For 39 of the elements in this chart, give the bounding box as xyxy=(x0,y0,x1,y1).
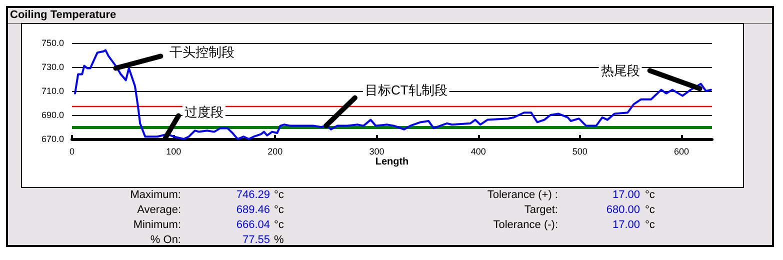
y-tick-label: 730.0 xyxy=(41,62,64,72)
text: °c xyxy=(645,188,655,203)
text: °c xyxy=(274,188,284,203)
x-tick-label: 300 xyxy=(369,146,384,156)
annotation: 过度段 xyxy=(184,104,224,120)
text: 666.04 xyxy=(236,218,270,233)
x-tick-label: 600 xyxy=(674,146,690,156)
text: Minimum: xyxy=(133,218,181,233)
text: Maximum: xyxy=(130,188,181,203)
text: °c xyxy=(274,203,284,218)
text: 17.00 xyxy=(612,188,640,203)
y-tick-label: 690.0 xyxy=(41,110,64,120)
text: % xyxy=(274,233,284,248)
x-tick-label: 100 xyxy=(166,146,182,156)
text: °c xyxy=(645,218,655,233)
x-tick-label: 400 xyxy=(470,146,486,156)
text: Tolerance (-): xyxy=(493,218,558,233)
text: 77.55 xyxy=(242,233,270,248)
x-tick-label: 500 xyxy=(572,146,588,156)
text: 680.00 xyxy=(606,203,640,218)
x-tick-label: 0 xyxy=(69,146,75,156)
text: Target: xyxy=(524,203,558,218)
y-tick-label: 670.0 xyxy=(41,134,64,144)
annotation: 目标CT轧制段 xyxy=(364,82,448,98)
text: % On: xyxy=(150,233,181,248)
text: 689.46 xyxy=(236,203,270,218)
text: Average: xyxy=(137,203,181,218)
annotation: 干头控制段 xyxy=(170,44,235,60)
text: °c xyxy=(274,218,284,233)
chart-title: Coiling Temperature xyxy=(10,8,116,23)
y-tick-label: 710.0 xyxy=(41,86,64,96)
text: °c xyxy=(645,203,655,218)
x-axis-title: Length xyxy=(375,156,409,168)
annotation: 热尾段 xyxy=(600,63,640,78)
text: 746.29 xyxy=(236,188,270,203)
text: 17.00 xyxy=(612,218,640,233)
y-tick-label: 750.0 xyxy=(41,38,64,48)
text: Tolerance (+) : xyxy=(487,188,558,203)
x-tick-label: 200 xyxy=(268,146,283,156)
